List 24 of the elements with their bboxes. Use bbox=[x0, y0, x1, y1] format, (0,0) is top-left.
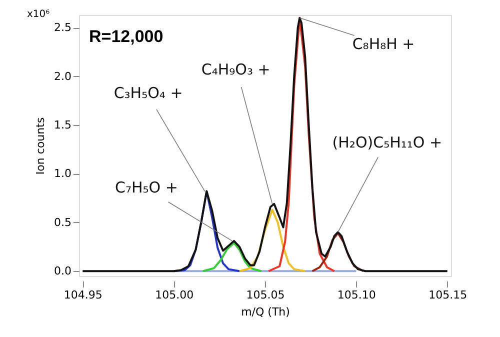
line-series bbox=[311, 232, 364, 272]
line-series bbox=[202, 242, 262, 272]
annotation: C₈H₈H + bbox=[352, 35, 415, 54]
x-tick-label: 105.00 bbox=[155, 288, 194, 302]
annotation: (H₂O)C₅H₁₁O + bbox=[332, 134, 442, 152]
annotation: C₃H₅O₄ + bbox=[114, 84, 183, 102]
x-axis-title: m/Q (Th) bbox=[241, 306, 290, 318]
text: x10⁶ bbox=[27, 9, 50, 20]
x-tick-label: 105.05 bbox=[246, 288, 285, 302]
annotation: C₇H₅O + bbox=[115, 178, 178, 196]
y-tick-label: 0.0 bbox=[54, 264, 72, 278]
annotation: R=12,000 bbox=[89, 27, 164, 46]
line-series bbox=[82, 16, 448, 272]
line-series bbox=[238, 208, 306, 272]
annotation: C₄H₉O₃ + bbox=[201, 60, 270, 79]
y-tick-label: 0.5 bbox=[54, 216, 72, 229]
y-tick-label: 1.5 bbox=[54, 118, 72, 132]
x-tick-label: 105.10 bbox=[337, 288, 376, 302]
y-axis-title: Ion counts bbox=[34, 117, 48, 175]
y-tick-label: 2.5 bbox=[54, 21, 72, 34]
x-tick-label: 105.15 bbox=[428, 288, 468, 302]
y-tick-label: 2.0 bbox=[54, 70, 72, 83]
x-tick-label: 104.95 bbox=[64, 288, 102, 302]
y-tick-label: 1.0 bbox=[54, 167, 72, 180]
